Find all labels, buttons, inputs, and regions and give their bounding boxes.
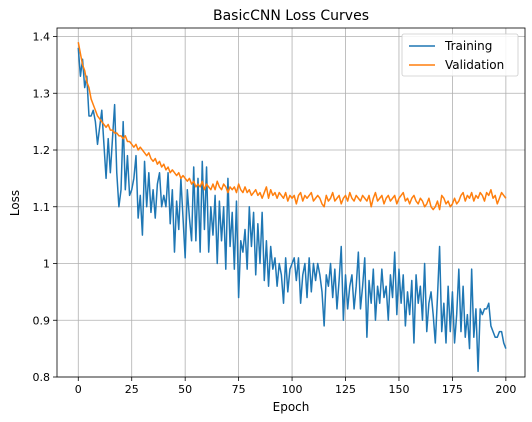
y-axis-label: Loss: [8, 190, 22, 216]
x-tick-label: 50: [178, 383, 192, 396]
x-tick-label: 175: [442, 383, 463, 396]
y-tick-label: 1.3: [33, 87, 51, 100]
y-tick-label: 1.4: [33, 31, 51, 44]
chart-title: BasicCNN Loss Curves: [213, 8, 369, 24]
grid: [57, 28, 525, 378]
plot-frame: [56, 27, 526, 378]
x-tick-label: 200: [495, 383, 516, 396]
series-line-training: [77, 47, 507, 373]
ticks: 0 25 50 75 100 125 150 175 200 0.8 0.9 1 1.1 1.2 1.3 1.…: [33, 31, 517, 396]
series-layer: [77, 42, 507, 373]
y-tick-label: 0.8: [33, 371, 51, 384]
y-tick-label: 1: [43, 258, 50, 271]
x-tick-label: 150: [388, 383, 409, 396]
x-tick-label: 125: [335, 383, 356, 396]
legend-label-training: Training: [444, 39, 492, 53]
x-tick-label: 75: [232, 383, 246, 396]
x-tick-label: 100: [282, 383, 303, 396]
x-tick-label: 25: [125, 383, 139, 396]
y-tick-label: 0.9: [33, 314, 51, 327]
legend: Training Validation: [401, 33, 519, 77]
y-tick-label: 1.1: [33, 201, 51, 214]
y-tick-label: 1.2: [33, 144, 51, 157]
legend-label-validation: Validation: [445, 58, 504, 72]
series-line-validation: [77, 42, 507, 211]
x-tick-label: 0: [75, 383, 82, 396]
x-axis-label: Epoch: [273, 400, 310, 414]
